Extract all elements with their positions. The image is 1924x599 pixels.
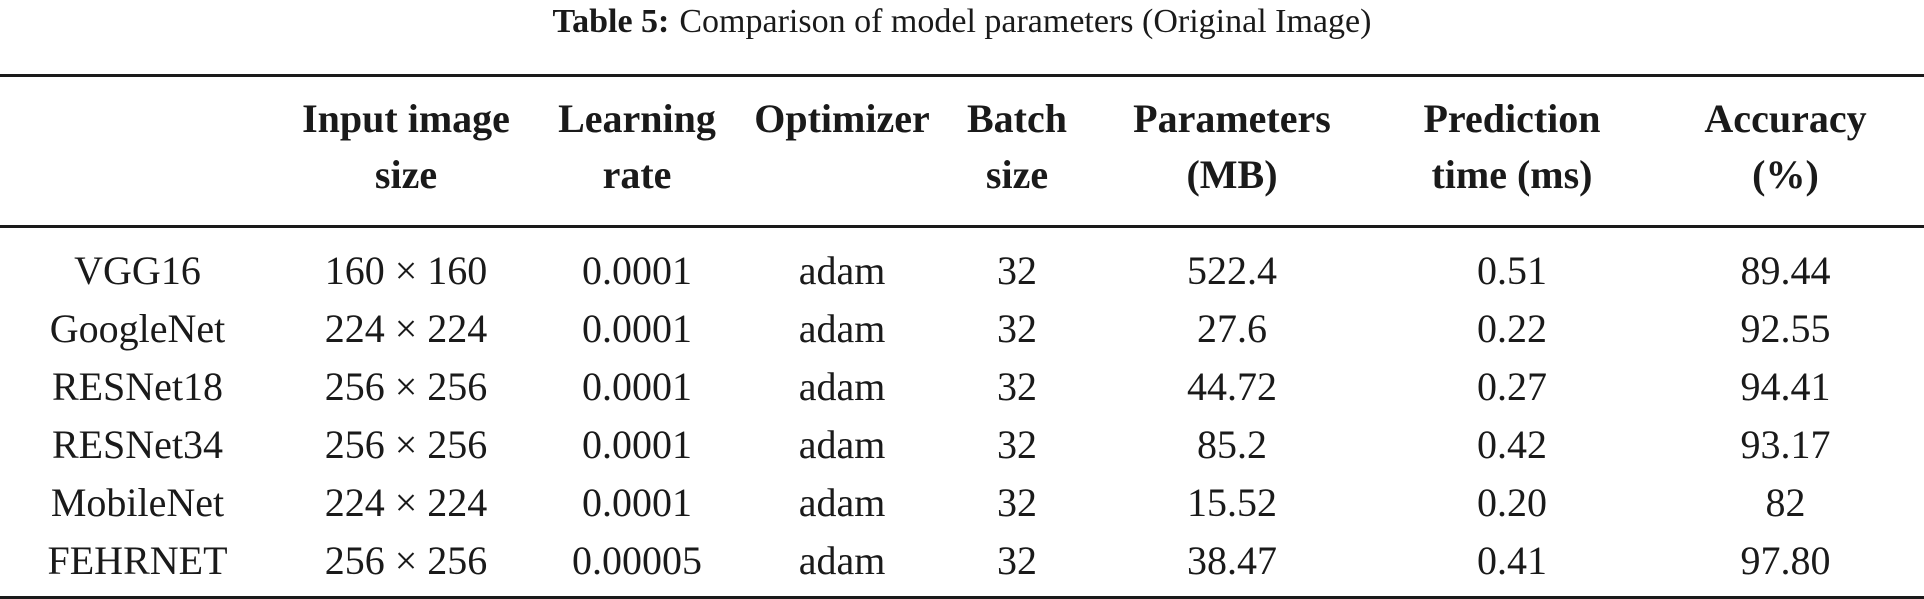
cell-input-image-size: 160 × 160 <box>324 248 488 293</box>
header-parameters: Parameters (MB) <box>1087 76 1377 227</box>
cell-parameters: 522.4 <box>1187 248 1277 293</box>
cell-batch-size: 32 <box>997 480 1037 525</box>
cell-optimizer: adam <box>798 364 886 409</box>
header-prediction-time-line1: Prediction <box>1423 96 1601 141</box>
header-optimizer-line2 <box>737 147 947 203</box>
cell-optimizer: adam <box>798 306 886 351</box>
cell-prediction-time: 0.22 <box>1477 306 1547 351</box>
header-input-image-size-line2: size <box>374 152 438 197</box>
comparison-table: Input image size Learning rate Optimizer… <box>0 74 1924 599</box>
cell-prediction-time: 0.27 <box>1477 364 1547 409</box>
cell-input-image-size: 256 × 256 <box>324 364 488 409</box>
header-accuracy-line1: Accuracy <box>1704 96 1867 141</box>
cell-optimizer: adam <box>798 248 886 293</box>
header-accuracy-line2: (%) <box>1752 152 1819 197</box>
header-batch-size-line1: Batch <box>967 96 1067 141</box>
cell-model: GoogleNet <box>49 306 226 351</box>
cell-input-image-size: 224 × 224 <box>324 306 488 351</box>
table-caption-text: Comparison of model parameters (Original… <box>679 3 1372 40</box>
table-row: FEHRNET 256 × 256 0.00005 adam 32 38.47 … <box>0 532 1924 598</box>
cell-learning-rate: 0.0001 <box>582 248 692 293</box>
cell-optimizer: adam <box>798 538 886 583</box>
cell-parameters: 27.6 <box>1197 306 1267 351</box>
header-parameters-line2: (MB) <box>1186 152 1278 197</box>
header-batch-size-line2: size <box>985 152 1049 197</box>
cell-parameters: 15.52 <box>1187 480 1277 525</box>
cell-accuracy: 89.44 <box>1740 248 1831 293</box>
cell-learning-rate: 0.00005 <box>572 538 702 583</box>
table-row: RESNet34 256 × 256 0.0001 adam 32 85.2 0… <box>0 416 1924 474</box>
header-optimizer-line1: Optimizer <box>754 96 930 141</box>
cell-input-image-size: 256 × 256 <box>324 422 488 467</box>
header-optimizer: Optimizer <box>737 76 947 227</box>
cell-model: MobileNet <box>50 480 225 525</box>
cell-model: FEHRNET <box>47 538 228 583</box>
cell-input-image-size: 224 × 224 <box>324 480 488 525</box>
header-learning-rate: Learning rate <box>537 76 737 227</box>
cell-learning-rate: 0.0001 <box>582 364 692 409</box>
header-model <box>0 76 275 227</box>
header-prediction-time: Prediction time (ms) <box>1377 76 1647 227</box>
cell-accuracy: 82 <box>1765 480 1806 525</box>
table-caption-label: Table 5: <box>552 3 670 40</box>
header-learning-rate-line2: rate <box>602 152 672 197</box>
cell-optimizer: adam <box>798 480 886 525</box>
cell-prediction-time: 0.51 <box>1477 248 1547 293</box>
cell-optimizer: adam <box>798 422 886 467</box>
cell-prediction-time: 0.42 <box>1477 422 1547 467</box>
cell-model: RESNet34 <box>51 422 224 467</box>
table-row: MobileNet 224 × 224 0.0001 adam 32 15.52… <box>0 474 1924 532</box>
cell-parameters: 44.72 <box>1187 364 1277 409</box>
cell-batch-size: 32 <box>997 364 1037 409</box>
table-row: VGG16 160 × 160 0.0001 adam 32 522.4 0.5… <box>0 227 1924 301</box>
cell-learning-rate: 0.0001 <box>582 306 692 351</box>
header-parameters-line1: Parameters <box>1133 96 1331 141</box>
header-learning-rate-line1: Learning <box>558 96 716 141</box>
cell-accuracy: 97.80 <box>1740 538 1831 583</box>
cell-model: RESNet18 <box>51 364 224 409</box>
cell-batch-size: 32 <box>997 538 1037 583</box>
table-body: VGG16 160 × 160 0.0001 adam 32 522.4 0.5… <box>0 227 1924 598</box>
table-row: GoogleNet 224 × 224 0.0001 adam 32 27.6 … <box>0 300 1924 358</box>
cell-model: VGG16 <box>74 248 201 293</box>
cell-batch-size: 32 <box>997 306 1037 351</box>
header-accuracy: Accuracy (%) <box>1647 76 1924 227</box>
cell-accuracy: 94.41 <box>1740 364 1831 409</box>
table-row: RESNet18 256 × 256 0.0001 adam 32 44.72 … <box>0 358 1924 416</box>
cell-input-image-size: 256 × 256 <box>324 538 488 583</box>
cell-batch-size: 32 <box>997 248 1037 293</box>
header-input-image-size: Input image size <box>275 76 537 227</box>
header-batch-size: Batch size <box>947 76 1087 227</box>
cell-parameters: 85.2 <box>1197 422 1267 467</box>
table-header: Input image size Learning rate Optimizer… <box>0 75 1924 227</box>
cell-batch-size: 32 <box>997 422 1037 467</box>
cell-prediction-time: 0.20 <box>1477 480 1547 525</box>
cell-learning-rate: 0.0001 <box>582 422 692 467</box>
table-caption: Table 5: Comparison of model parameters (… <box>0 0 1924 44</box>
header-row: Input image size Learning rate Optimizer… <box>0 75 1924 227</box>
cell-accuracy: 93.17 <box>1740 422 1831 467</box>
header-input-image-size-line1: Input image <box>302 96 510 141</box>
cell-parameters: 38.47 <box>1187 538 1277 583</box>
cell-accuracy: 92.55 <box>1740 306 1831 351</box>
header-prediction-time-line2: time (ms) <box>1431 152 1593 197</box>
cell-prediction-time: 0.41 <box>1477 538 1547 583</box>
cell-learning-rate: 0.0001 <box>582 480 692 525</box>
